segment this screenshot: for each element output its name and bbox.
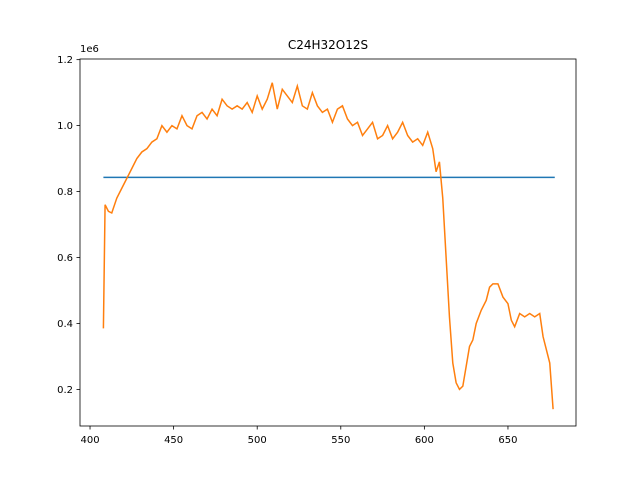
y-tick-label: 1.0 <box>57 121 73 132</box>
x-tick-label: 650 <box>498 435 517 446</box>
x-tick-label: 450 <box>164 435 183 446</box>
x-tick-label: 600 <box>415 435 434 446</box>
data-line <box>102 82 554 410</box>
x-tick-label: 500 <box>248 435 267 446</box>
y-offset-label: 1e6 <box>80 44 99 55</box>
y-tick-label: 0.2 <box>57 385 73 396</box>
y-tick-label: 0.8 <box>57 187 73 198</box>
y-tick-label: 0.6 <box>57 253 73 264</box>
x-tick-label: 400 <box>80 435 99 446</box>
chart-title: C24H32O12S <box>288 38 368 52</box>
plot-frame <box>79 58 577 427</box>
y-tick-label: 0.4 <box>57 319 73 330</box>
y-tick-label: 1.2 <box>57 55 73 66</box>
x-tick-label: 550 <box>331 435 350 446</box>
